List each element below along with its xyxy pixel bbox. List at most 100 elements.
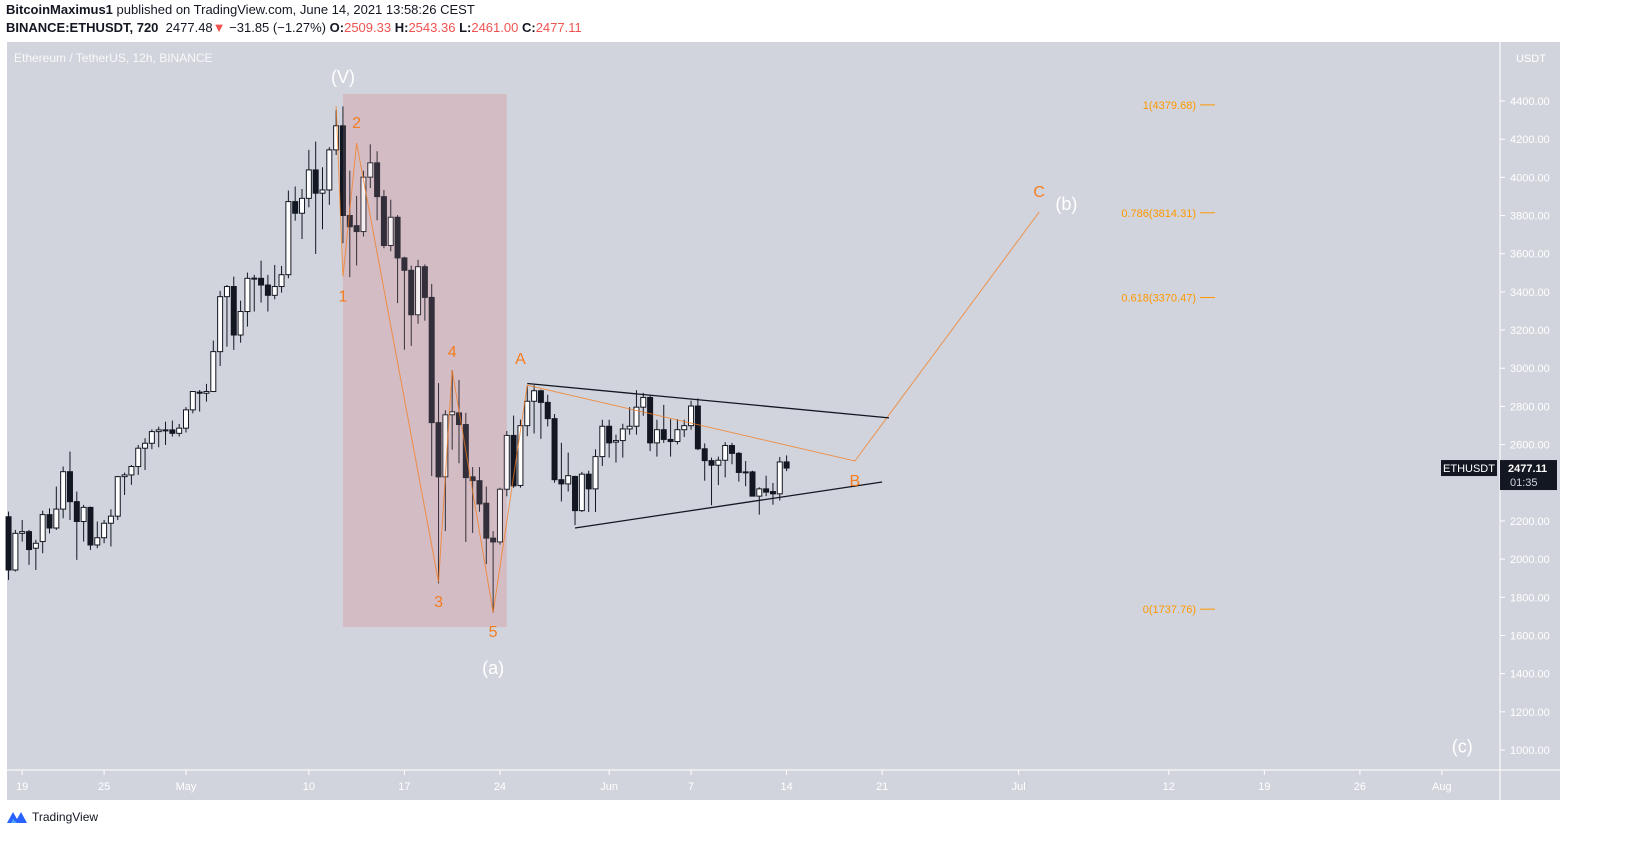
candle xyxy=(496,487,503,545)
wave-label[interactable]: C xyxy=(1033,184,1045,201)
candle-body xyxy=(653,429,660,444)
tradingview-logo-icon xyxy=(7,812,27,823)
candle-body xyxy=(551,418,558,481)
candle xyxy=(80,504,87,542)
candle-body xyxy=(53,508,60,529)
wave-label[interactable]: 4 xyxy=(448,344,457,361)
candle-body xyxy=(531,390,538,402)
brand-name: TradingView xyxy=(32,810,99,824)
wave-label[interactable]: 5 xyxy=(489,624,498,641)
candle-body xyxy=(39,514,46,543)
candle-body xyxy=(80,506,87,523)
price-axis[interactable]: 4400.00 4200.00 4000.00 3800.00 3600.00 3400.… xyxy=(1500,96,1550,757)
wave-label[interactable]: (a) xyxy=(482,658,504,678)
last-price-value: 2477.11 xyxy=(1508,463,1547,475)
candle xyxy=(339,106,346,244)
candle xyxy=(421,264,428,321)
candle xyxy=(688,400,695,430)
wave-label[interactable]: B xyxy=(850,473,861,490)
candle-body xyxy=(183,409,189,429)
time-tick-label: 19 xyxy=(16,781,28,793)
candle-body xyxy=(667,438,674,443)
candle-body xyxy=(196,391,203,394)
candle-body xyxy=(176,427,183,434)
wave-label[interactable]: 2 xyxy=(352,115,361,132)
candle-body xyxy=(503,434,510,490)
candle-body xyxy=(217,296,224,353)
wave-label[interactable]: (c) xyxy=(1452,737,1473,757)
candle xyxy=(401,256,408,350)
low-label: L: xyxy=(459,20,472,35)
fib-level-label: 0.618(3370.47) xyxy=(1121,293,1196,305)
candle xyxy=(285,190,292,279)
candle-body xyxy=(633,406,640,427)
candle-body xyxy=(585,473,592,490)
candle-body xyxy=(496,488,503,543)
candle-body xyxy=(189,391,196,411)
candle-body xyxy=(578,473,585,512)
candle-body xyxy=(285,201,292,276)
candle-body xyxy=(333,125,340,151)
price-tick-label: 3600.00 xyxy=(1510,249,1550,261)
candle xyxy=(326,147,333,205)
candle xyxy=(12,529,19,572)
candle-body xyxy=(5,516,12,571)
candle xyxy=(264,274,271,312)
candle xyxy=(5,511,12,580)
wave-label[interactable]: (V) xyxy=(331,67,355,87)
candle xyxy=(39,510,46,554)
candle-body xyxy=(244,277,251,313)
candle-body xyxy=(367,162,374,178)
triangle-lower-trendline[interactable] xyxy=(574,481,883,529)
wave-label[interactable]: 3 xyxy=(434,594,443,611)
candle xyxy=(415,259,422,324)
candle xyxy=(708,457,715,506)
candle xyxy=(258,260,265,303)
candle xyxy=(223,285,230,347)
candle-body xyxy=(421,266,428,298)
candle xyxy=(619,423,626,458)
candle-body xyxy=(599,425,606,458)
candle-body xyxy=(558,479,565,485)
candle-body xyxy=(756,488,763,497)
candle-body xyxy=(128,466,135,476)
price-tick-label: 3800.00 xyxy=(1510,211,1550,223)
wave-label[interactable]: 1 xyxy=(339,288,348,305)
candle-body xyxy=(544,401,551,420)
candle xyxy=(380,189,387,249)
triangle-upper-trendline[interactable] xyxy=(527,382,890,419)
wave-label[interactable]: (b) xyxy=(1055,194,1077,214)
time-axis[interactable]: 19 25 May 10 17 24 Jun 7 14 21 Jul 12 19 26 Aug xyxy=(16,770,1452,793)
candle xyxy=(305,149,312,208)
high-label: H: xyxy=(394,20,409,35)
candle-body xyxy=(155,429,162,433)
author-name[interactable]: BitcoinMaximus1 xyxy=(6,2,113,17)
price-tick-label: 4200.00 xyxy=(1510,134,1550,146)
candle-body xyxy=(394,216,401,259)
tradingview-logo[interactable]: TradingView xyxy=(6,810,98,824)
time-tick-label: 21 xyxy=(876,781,888,793)
price-tick-label: 1600.00 xyxy=(1510,630,1550,642)
wave-label[interactable]: A xyxy=(515,351,526,368)
candle-body xyxy=(32,542,39,549)
candle xyxy=(53,486,60,530)
time-tick-label: 26 xyxy=(1354,781,1366,793)
candle xyxy=(742,460,749,487)
price-tick-label: 3000.00 xyxy=(1510,363,1550,375)
candle-body xyxy=(66,471,73,503)
price-tick-label: 2000.00 xyxy=(1510,554,1550,566)
candle-body xyxy=(46,514,53,529)
price-tick-label: 2200.00 xyxy=(1510,516,1550,528)
candle xyxy=(128,465,135,485)
candle-body xyxy=(763,488,770,493)
candle xyxy=(592,449,599,512)
candle xyxy=(729,442,735,465)
fib-level-label: 0.786(3814.31) xyxy=(1121,208,1196,220)
elliott-wave-path[interactable] xyxy=(335,106,1040,613)
candle xyxy=(299,188,306,240)
candle xyxy=(606,419,613,458)
candle xyxy=(667,419,674,457)
time-tick-label: Jul xyxy=(1012,781,1026,793)
candle-body xyxy=(264,284,271,296)
